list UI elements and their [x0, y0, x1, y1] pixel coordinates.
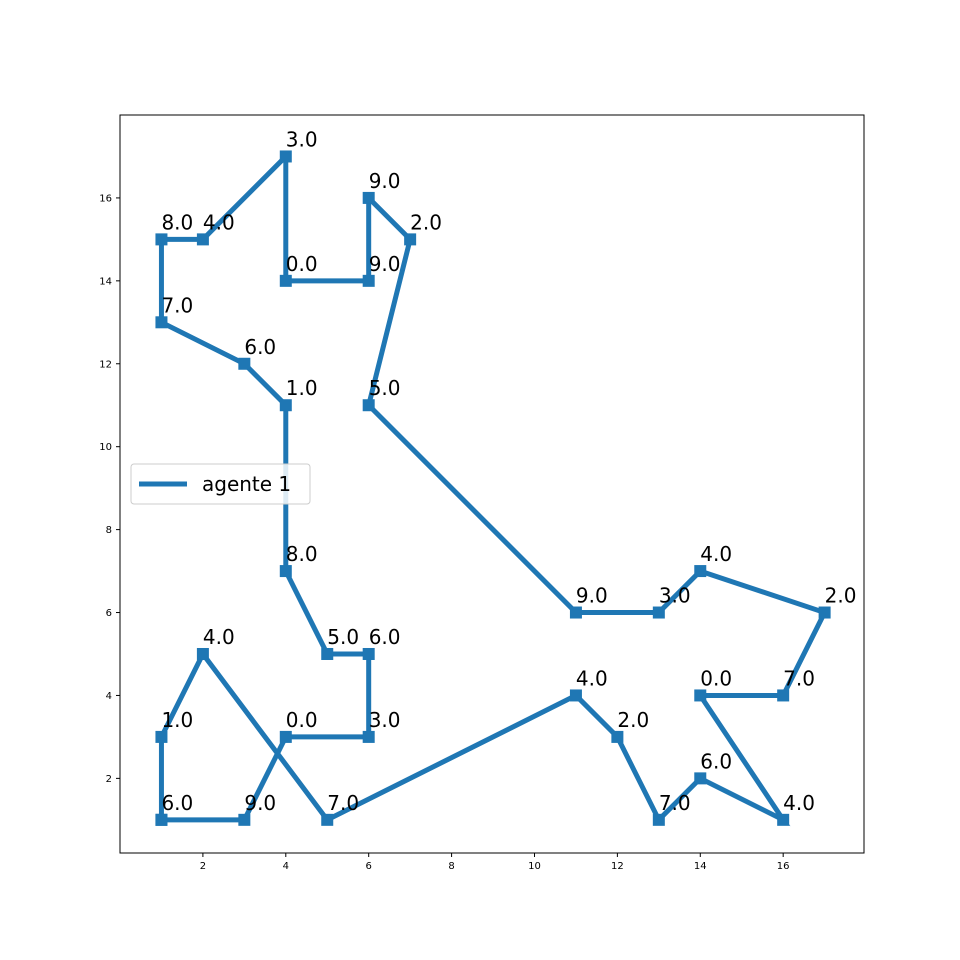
data-point-marker	[652, 606, 665, 619]
data-point-marker	[155, 233, 168, 246]
data-point-marker	[818, 606, 831, 619]
data-point-marker	[238, 357, 251, 370]
data-point-marker	[196, 233, 209, 246]
x-tick-label-2: 2	[200, 861, 206, 872]
data-point-label: 9.0	[369, 252, 401, 276]
y-tick-label-4: 4	[106, 691, 112, 702]
y-tick-label-16: 16	[99, 193, 112, 204]
data-point-marker	[694, 772, 707, 785]
data-point-marker	[155, 730, 168, 743]
data-point-label: 6.0	[244, 335, 276, 359]
data-point-label: 2.0	[410, 210, 442, 234]
data-point-marker	[652, 813, 665, 826]
data-point-label: 7.0	[327, 791, 359, 815]
data-point-label: 6.0	[700, 749, 732, 773]
data-point-marker	[362, 647, 375, 660]
data-point-label: 6.0	[161, 791, 193, 815]
data-point-marker	[279, 399, 292, 412]
data-point-label: 9.0	[576, 584, 608, 608]
data-point-label: 4.0	[203, 210, 235, 234]
y-tick-label-2: 2	[106, 774, 112, 785]
y-tick-label-8: 8	[106, 525, 112, 536]
y-axis: 2 4 6 8 10 12 14 16	[99, 193, 120, 785]
data-point-label: 0.0	[700, 666, 732, 690]
data-point-marker	[362, 399, 375, 412]
data-point-label: 7.0	[659, 791, 691, 815]
data-point-marker	[155, 813, 168, 826]
x-tick-label-12: 12	[611, 861, 624, 872]
data-point-marker	[196, 647, 209, 660]
data-point-marker	[362, 730, 375, 743]
data-point-marker	[155, 316, 168, 329]
data-point-marker	[362, 191, 375, 204]
data-point-marker	[279, 274, 292, 287]
data-point-label: 1.0	[286, 376, 318, 400]
data-point-label: 4.0	[203, 625, 235, 649]
data-point-label: 2.0	[825, 584, 857, 608]
data-point-label: 1.0	[161, 708, 193, 732]
data-point-marker	[404, 233, 417, 246]
x-tick-label-4: 4	[283, 861, 289, 872]
data-point-label: 3.0	[659, 584, 691, 608]
data-point-label: 4.0	[783, 791, 815, 815]
data-point-label: 3.0	[369, 708, 401, 732]
data-point-marker	[279, 150, 292, 163]
data-point-marker	[321, 813, 334, 826]
data-point-marker	[777, 689, 790, 702]
data-point-label: 4.0	[700, 542, 732, 566]
data-point-marker	[362, 274, 375, 287]
data-point-marker	[569, 689, 582, 702]
data-point-marker	[611, 730, 624, 743]
data-point-marker	[694, 689, 707, 702]
data-point-label: 8.0	[286, 542, 318, 566]
data-point-label: 5.0	[369, 376, 401, 400]
series-layer	[155, 150, 831, 827]
data-point-label: 7.0	[161, 293, 193, 317]
y-tick-label-6: 6	[106, 608, 112, 619]
data-point-label: 0.0	[286, 708, 318, 732]
x-tick-label-8: 8	[448, 861, 454, 872]
data-point-marker	[279, 730, 292, 743]
data-point-label: 0.0	[286, 252, 318, 276]
data-point-marker	[279, 565, 292, 578]
point-label-layer: 6.0 1.0 4.0 7.0 4.0 2.0 7.0 6.0 4.0 0.0 7.0 2.0 4.0 3…	[161, 127, 856, 814]
x-tick-label-6: 6	[366, 861, 372, 872]
data-point-label: 9.0	[244, 791, 276, 815]
data-point-marker	[569, 606, 582, 619]
x-axis: 2 4 6 8 10 12 14 16	[200, 853, 790, 872]
data-point-label: 5.0	[327, 625, 359, 649]
x-tick-label-14: 14	[694, 861, 707, 872]
data-point-label: 4.0	[576, 666, 608, 690]
x-tick-label-10: 10	[528, 861, 541, 872]
legend: agente 1	[130, 463, 311, 505]
data-point-marker	[238, 813, 251, 826]
data-point-label: 7.0	[783, 666, 815, 690]
data-point-label: 6.0	[369, 625, 401, 649]
legend-label: agente 1	[202, 472, 291, 496]
y-tick-label-14: 14	[99, 276, 112, 287]
data-point-marker	[777, 813, 790, 826]
data-point-label: 8.0	[161, 210, 193, 234]
data-point-label: 9.0	[369, 169, 401, 193]
legend-box	[130, 463, 311, 505]
data-point-marker	[694, 565, 707, 578]
plot-area-frame	[119, 114, 865, 854]
x-tick-label-16: 16	[777, 861, 790, 872]
y-tick-label-10: 10	[99, 442, 112, 453]
data-point-label: 2.0	[617, 708, 649, 732]
data-point-marker	[321, 647, 334, 660]
data-point-label: 3.0	[286, 127, 318, 151]
y-tick-label-12: 12	[99, 359, 112, 370]
